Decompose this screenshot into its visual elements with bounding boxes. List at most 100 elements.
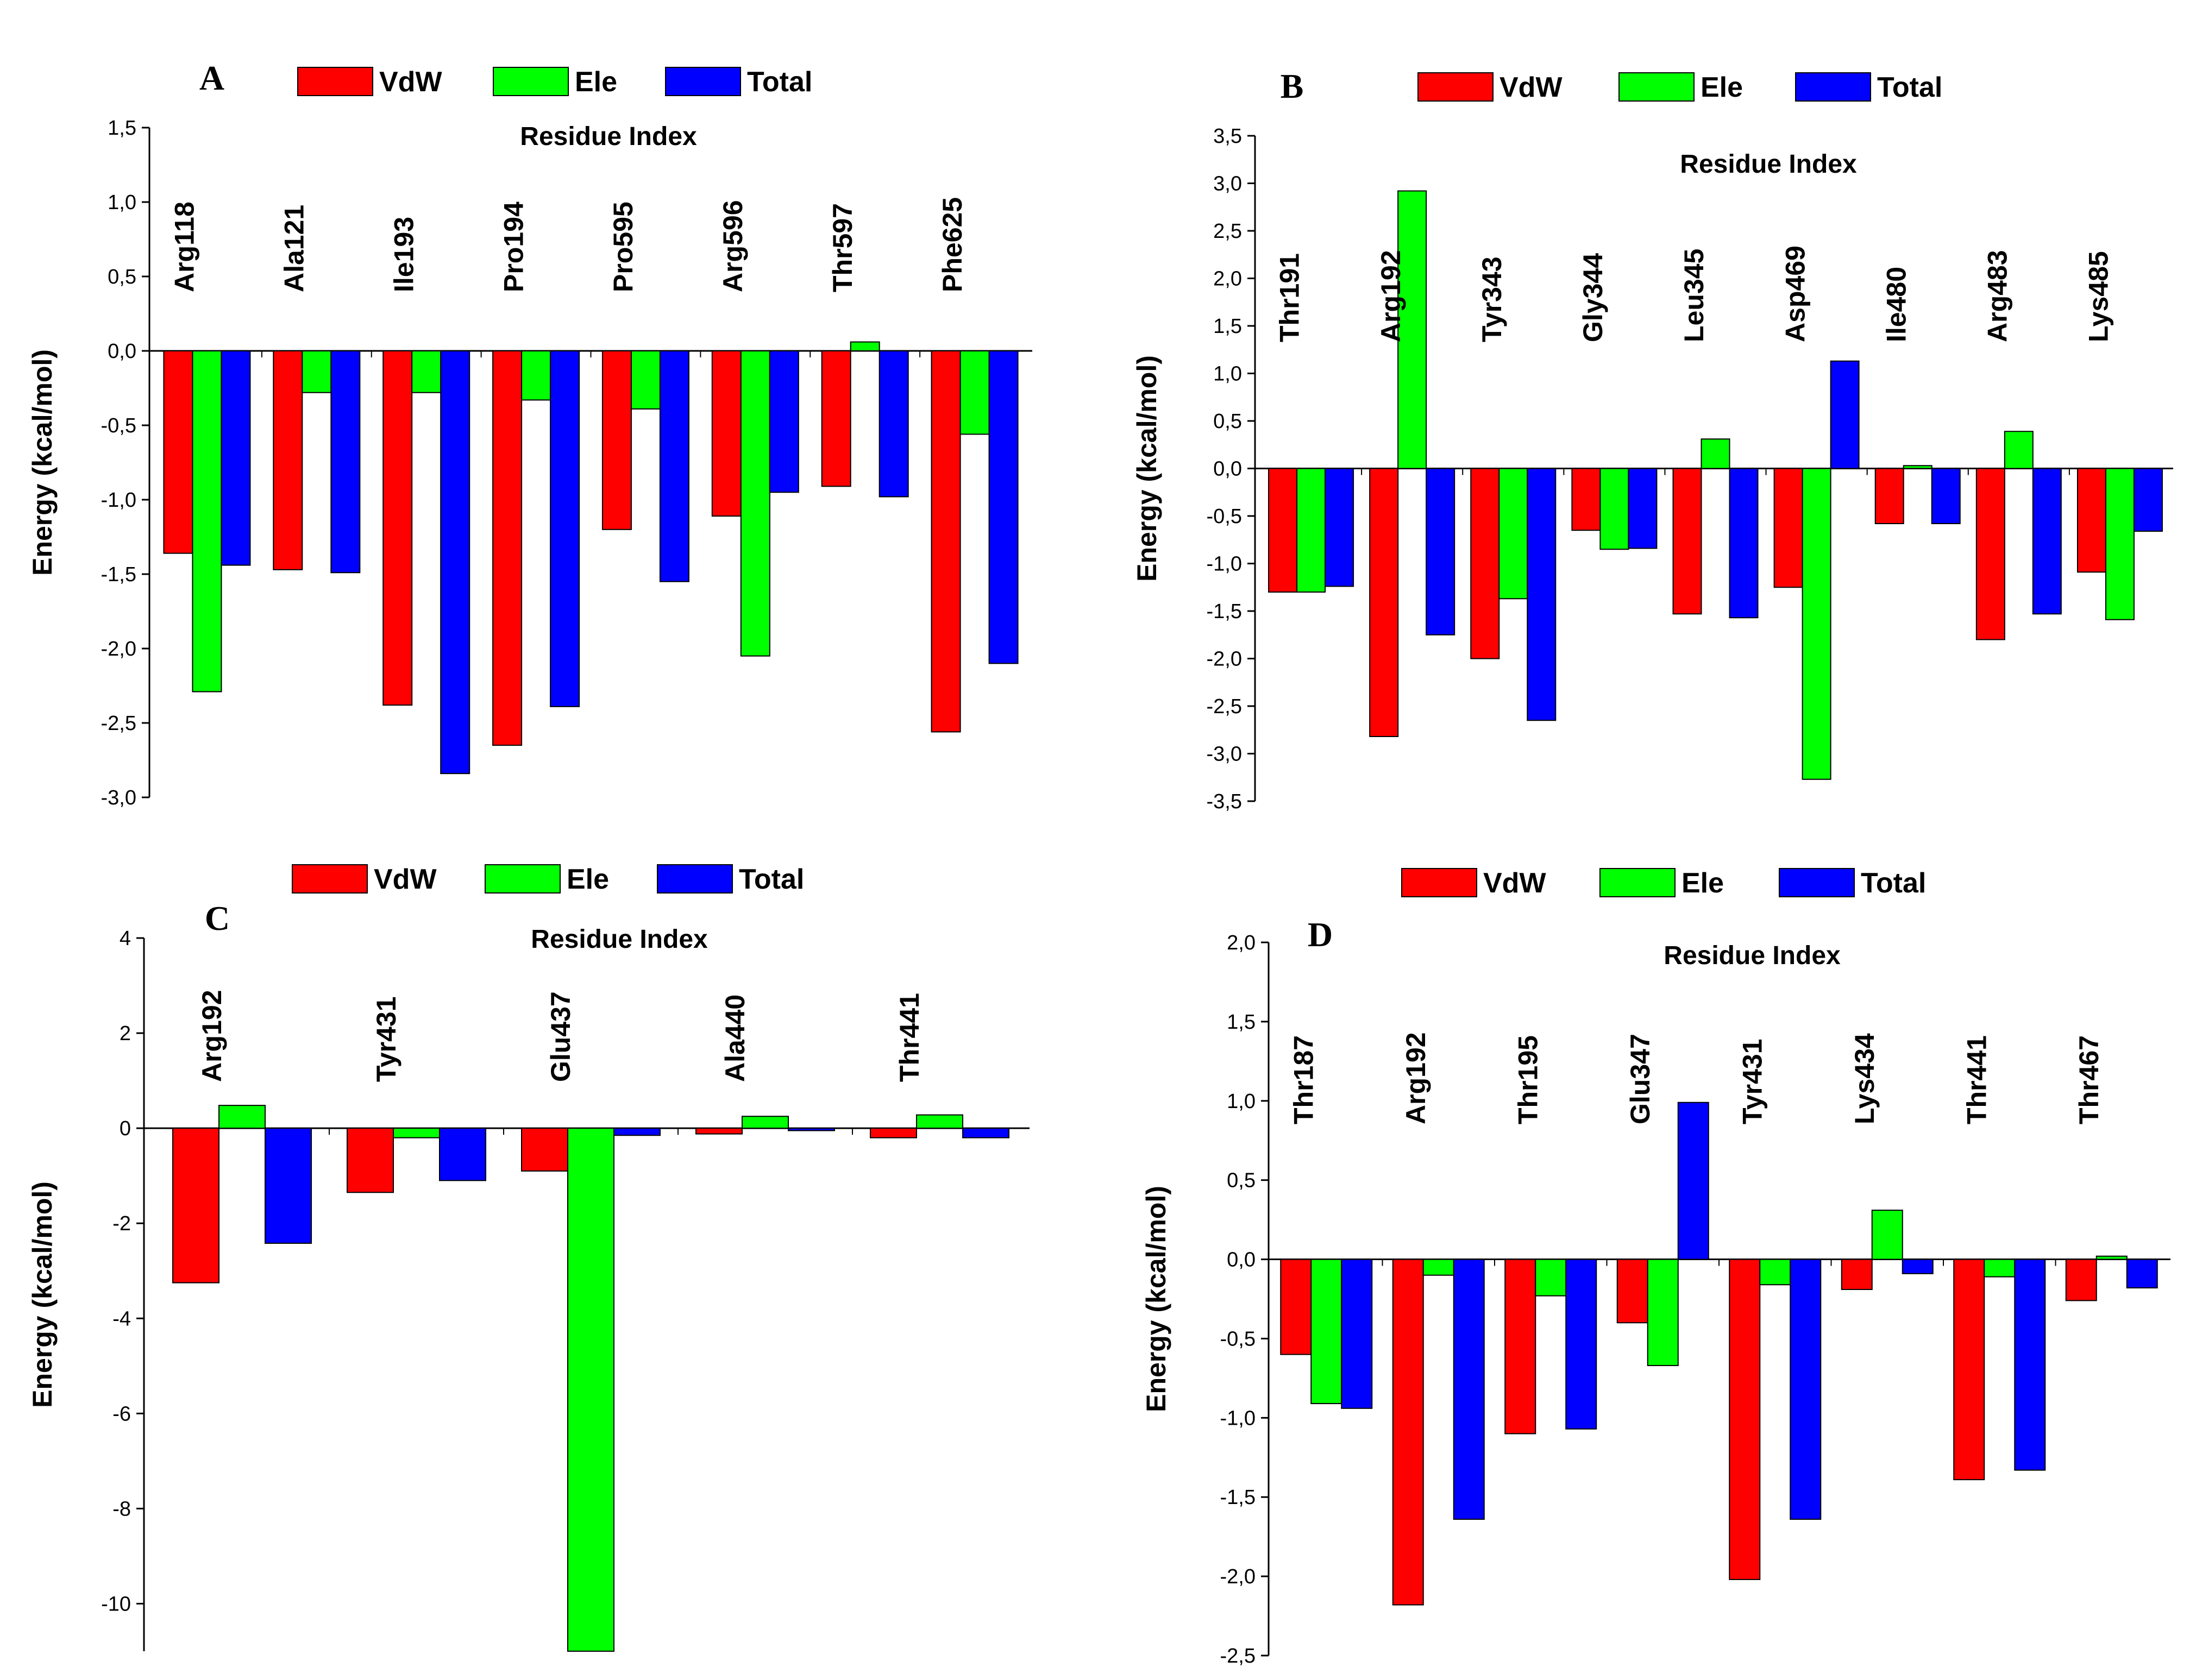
category-label-thr597-a: Thr597 <box>827 203 858 292</box>
y-tick-label-c: -4 <box>112 1307 131 1330</box>
bar-vdw-tyr343-b <box>1470 468 1500 659</box>
bar-total-arg596-a <box>769 350 799 493</box>
bar-vdw-arg118-a <box>163 350 193 554</box>
legend-swatch-ele-d <box>1599 868 1676 897</box>
bar-vdw-pro194-a <box>492 350 523 746</box>
legend-swatch-vdw-d <box>1401 868 1477 897</box>
bar-ele-arg192-b <box>1397 190 1427 469</box>
bar-vdw-tyr431-d <box>1729 1259 1761 1580</box>
bar-total-ala440-c <box>788 1128 835 1131</box>
bar-vdw-thr441-c <box>870 1128 917 1138</box>
bar-total-thr195-d <box>1565 1259 1597 1430</box>
bar-vdw-gly344-b <box>1571 468 1601 531</box>
y-tick-label-d: 0,0 <box>1227 1249 1256 1272</box>
y-tick-label-d: -2,0 <box>1220 1565 1256 1588</box>
y-tick-label-d: 1,0 <box>1227 1090 1256 1113</box>
y-tick-label-d: 1,5 <box>1227 1011 1256 1034</box>
y-tick-label-a: -0,5 <box>101 414 136 437</box>
y-tick-label-a: -2,5 <box>101 712 136 735</box>
bar-total-glu437-c <box>613 1128 661 1136</box>
y-tick-label-c: 2 <box>120 1022 131 1045</box>
category-label-thr441-d: Thr441 <box>1961 1035 1992 1124</box>
bar-total-pro595-a <box>659 350 689 582</box>
bar-vdw-thr467-d <box>2065 1259 2097 1301</box>
legend-d: VdW Ele Total <box>1401 867 1926 899</box>
bar-vdw-thr191-b <box>1268 468 1298 593</box>
y-tick-label-a: -3,0 <box>101 786 136 809</box>
category-label-thr187-d: Thr187 <box>1288 1035 1319 1124</box>
y-tick-label-c: 0 <box>120 1117 131 1140</box>
category-label-pro595-a: Pro595 <box>608 202 638 292</box>
category-label-ile480-b: Ile480 <box>1881 267 1911 342</box>
category-label-arg483-b: Arg483 <box>1982 250 2013 342</box>
bar-total-arg483-b <box>2032 468 2062 615</box>
y-tick-label-b: -1,0 <box>1207 553 1242 576</box>
y-tick-label-d: 2,0 <box>1227 932 1256 954</box>
bar-total-gly344-b <box>1628 468 1658 549</box>
bar-vdw-ile480-b <box>1874 468 1904 524</box>
bar-vdw-thr597-a <box>821 350 851 487</box>
category-label-ala440-c: Ala440 <box>720 995 750 1082</box>
y-tick-label-b: 3,0 <box>1213 173 1242 196</box>
y-tick-label-b: -2,0 <box>1207 648 1242 671</box>
bar-total-leu345-b <box>1729 468 1759 619</box>
category-label-glu437-c: Glu437 <box>545 991 576 1082</box>
bar-total-thr187-d <box>1341 1259 1373 1409</box>
panel-b: B VdW Ele Total Residue Index Energy (kcal/mo… <box>1132 67 2173 813</box>
bar-vdw-thr441-d <box>1953 1259 1985 1481</box>
bar-vdw-ala121-a <box>273 350 303 570</box>
bar-vdw-pro595-a <box>601 350 632 530</box>
y-tick-label-b: -1,5 <box>1207 600 1242 623</box>
bar-ele-thr441-d <box>1984 1259 2016 1278</box>
bar-total-thr191-b <box>1325 468 1354 587</box>
y-tick-label-c: -2 <box>112 1212 131 1235</box>
category-label-phe625-a: Phe625 <box>937 197 968 292</box>
legend-b: VdW Ele Total <box>1417 72 1942 103</box>
bar-ele-tyr431-c <box>393 1128 440 1138</box>
y-tick-label-c: 4 <box>120 927 131 950</box>
legend-label-ele-c: Ele <box>567 864 609 895</box>
bar-ele-arg596-a <box>740 350 770 657</box>
bar-total-tyr343-b <box>1527 468 1557 721</box>
bar-ele-leu345-b <box>1701 438 1730 469</box>
category-label-lys485-b: Lys485 <box>2084 251 2114 342</box>
bar-vdw-phe625-a <box>931 350 961 733</box>
bar-ele-thr187-d <box>1310 1259 1342 1405</box>
y-tick-label-b: 0,5 <box>1213 410 1242 433</box>
legend-label-ele-d: Ele <box>1681 867 1724 899</box>
category-label-arg192-d: Arg192 <box>1401 1032 1431 1124</box>
category-label-thr195-d: Thr195 <box>1513 1035 1543 1124</box>
bar-total-thr441-c <box>962 1128 1009 1138</box>
category-label-pro194-a: Pro194 <box>498 202 529 292</box>
y-tick-label-b: 3,5 <box>1213 125 1242 148</box>
legend-swatch-total-c <box>657 864 733 894</box>
y-axis-title-a: Energy (kcal/mol) <box>27 349 58 576</box>
bar-vdw-arg192-b <box>1369 468 1399 737</box>
category-label-ala121-a: Ala121 <box>279 205 310 292</box>
bar-ele-arg118-a <box>192 350 222 693</box>
category-label-lys434-d: Lys434 <box>1849 1033 1880 1124</box>
category-label-arg192-c: Arg192 <box>197 990 227 1082</box>
bar-ele-ala121-a <box>302 350 332 393</box>
bar-total-tyr431-c <box>439 1128 486 1181</box>
legend-c: VdW Ele Total <box>292 864 804 895</box>
y-tick-label-a: 1,5 <box>108 117 136 140</box>
bar-total-arg192-d <box>1453 1259 1485 1520</box>
bar-vdw-arg483-b <box>1975 468 2005 640</box>
category-label-arg596-a: Arg596 <box>718 200 748 292</box>
y-tick-label-a: -1,5 <box>101 563 136 586</box>
bar-total-thr597-a <box>879 350 909 498</box>
panel-letter-d: D <box>1308 915 1333 954</box>
bar-total-asp469-b <box>1830 360 1860 469</box>
bar-ele-glu437-c <box>567 1128 614 1652</box>
y-axis-title-c: Energy (kcal/mol) <box>27 1181 58 1408</box>
category-label-glu347-d: Glu347 <box>1625 1034 1655 1124</box>
bar-ele-lys434-d <box>1871 1210 1903 1260</box>
bar-ele-pro595-a <box>630 350 661 410</box>
panel-d: D VdW Ele Total Residue Index Energy (kcal/mo… <box>1141 867 2170 1668</box>
residue-index-title-d: Residue Index <box>1664 941 1841 970</box>
y-tick-label-a: 1,0 <box>108 191 136 214</box>
category-label-tyr431-c: Tyr431 <box>371 996 401 1082</box>
category-label-asp469-b: Asp469 <box>1780 246 1810 342</box>
bar-ele-tyr343-b <box>1498 468 1528 600</box>
